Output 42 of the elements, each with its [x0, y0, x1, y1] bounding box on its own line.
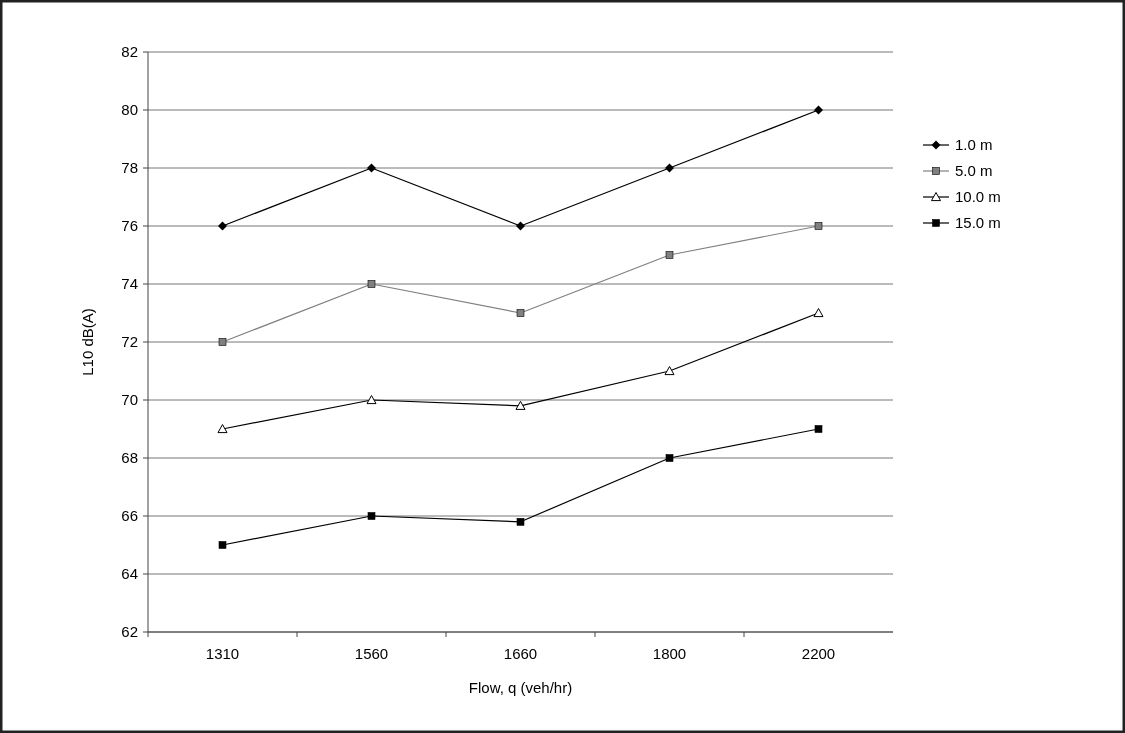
y-tick-label: 70 [121, 391, 138, 409]
point [515, 400, 526, 410]
point [814, 222, 823, 230]
y-tick-label: 82 [121, 43, 138, 61]
y-axis-title: L10 dB(A) [79, 308, 96, 376]
point [814, 105, 823, 115]
point [366, 395, 377, 405]
point [665, 163, 674, 173]
x-tick-label: 2200 [801, 645, 836, 662]
point [218, 541, 227, 549]
point [813, 308, 824, 318]
x-tick-label: 1310 [205, 645, 240, 662]
point [218, 221, 227, 231]
point [218, 338, 227, 346]
point [516, 221, 525, 231]
point [367, 512, 376, 520]
point [217, 424, 228, 434]
point [367, 163, 376, 173]
y-tick-label: 78 [121, 159, 138, 177]
point [516, 309, 525, 317]
y-tick-label: 74 [121, 275, 138, 293]
legend-label: 15.0 m [955, 214, 1001, 232]
legend-label: 5.0 m [955, 162, 993, 180]
point [516, 518, 525, 526]
x-tick-label: 1660 [503, 645, 538, 662]
point [814, 425, 823, 433]
y-tick-label: 72 [121, 333, 138, 351]
point [665, 251, 674, 259]
y-tick-label: 64 [121, 565, 138, 583]
legend-label: 1.0 m [955, 136, 993, 154]
legend-label: 10.0 m [955, 188, 1001, 206]
x-tick-label: 1560 [354, 645, 389, 662]
y-tick-label: 76 [121, 217, 138, 235]
point [665, 454, 674, 462]
y-tick-label: 80 [121, 101, 138, 119]
y-tick-label: 66 [121, 507, 138, 525]
y-tick-label: 62 [121, 623, 138, 641]
x-axis-title: Flow, q (veh/hr) [468, 679, 573, 696]
point [367, 280, 376, 288]
point [664, 366, 675, 376]
y-tick-label: 68 [121, 449, 138, 467]
x-tick-label: 1800 [652, 645, 687, 662]
